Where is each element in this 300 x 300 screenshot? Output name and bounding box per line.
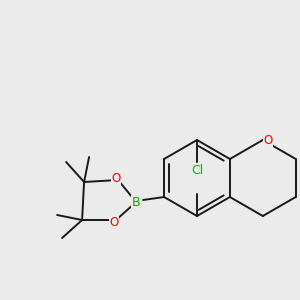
Text: B: B (132, 196, 140, 208)
Text: O: O (110, 215, 119, 229)
Text: O: O (263, 134, 272, 146)
Text: O: O (112, 172, 121, 184)
Text: Cl: Cl (191, 164, 203, 178)
